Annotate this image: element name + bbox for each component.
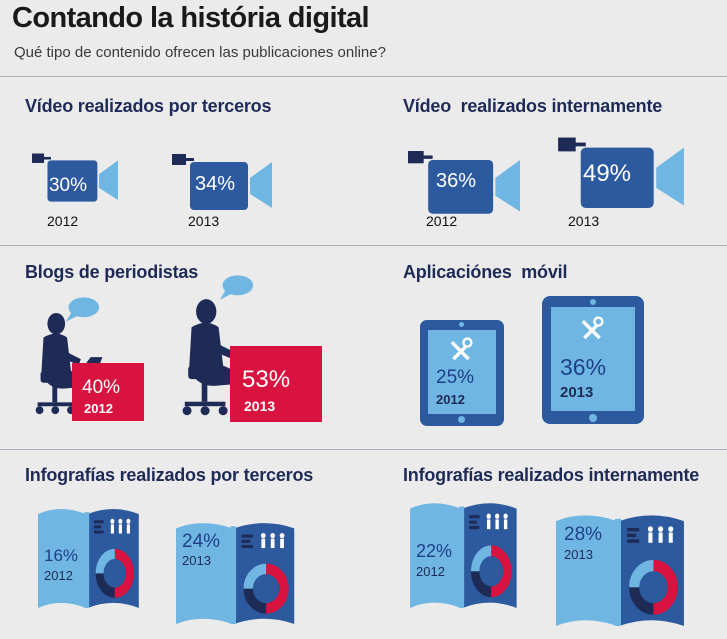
apps-2013-year: 2013 — [560, 384, 594, 401]
tablet-2013-screen — [551, 307, 635, 411]
blogs-2012-box — [72, 363, 144, 421]
blogs-2012-pct: 40% — [82, 377, 121, 398]
page-title: Contando la história digital — [12, 2, 370, 34]
tablet-camera — [459, 322, 464, 327]
section-title-info-interno: Infografías realizados internamente — [403, 465, 700, 485]
divider — [0, 245, 727, 246]
section-title-apps: Aplicaciónes móvil — [403, 262, 568, 282]
tablet-home-button — [458, 416, 465, 423]
video-terceros-2013-year: 2013 — [188, 213, 220, 229]
info-terceros-2012-year: 2012 — [44, 568, 73, 583]
blogs-2013-pct: 53% — [242, 366, 291, 393]
apps-2012-year: 2012 — [436, 392, 465, 407]
video-interno-2013-year: 2013 — [568, 213, 600, 229]
tablet-home-button — [589, 414, 597, 422]
apps-2013-pct: 36% — [560, 354, 607, 380]
page-subtitle: Qué tipo de contenido ofrecen las public… — [14, 44, 386, 61]
blogs-2013-year: 2013 — [244, 398, 276, 414]
video-terceros-2012-pct: 30% — [48, 175, 88, 196]
info-terceros-2013-year: 2013 — [182, 553, 211, 568]
info-interno-2012-year: 2012 — [416, 564, 445, 579]
video-terceros-2012-year: 2012 — [47, 213, 79, 229]
video-terceros-2013-pct: 34% — [194, 173, 236, 195]
video-interno-2012-year: 2012 — [426, 213, 458, 229]
section-title-video-terceros: Vídeo realizados por terceros — [25, 96, 272, 116]
section-title-video-interno: Vídeo realizados internamente — [403, 96, 663, 116]
section-title-info-terceros: Infografías realizados por terceros — [25, 465, 314, 485]
divider — [0, 449, 727, 450]
video-interno-2013-pct: 49% — [582, 160, 632, 187]
apps-2012-pct: 25% — [436, 367, 475, 388]
info-interno-2013-year: 2013 — [564, 547, 593, 562]
info-interno-2013-pct: 28% — [564, 524, 603, 545]
section-title-blogs: Blogs de periodistas — [25, 262, 199, 282]
divider — [0, 76, 727, 77]
info-terceros-2012-pct: 16% — [44, 546, 79, 565]
tablet-2012-screen — [428, 330, 496, 414]
info-terceros-2013-pct: 24% — [182, 531, 221, 552]
blogs-2013-box — [230, 346, 322, 422]
info-interno-2012-pct: 22% — [416, 541, 453, 561]
tools-icon — [449, 337, 473, 361]
video-interno-2012-pct: 36% — [435, 170, 477, 192]
tools-icon — [580, 316, 604, 340]
blogs-2012-year: 2012 — [84, 401, 113, 416]
tablet-camera — [590, 299, 596, 305]
